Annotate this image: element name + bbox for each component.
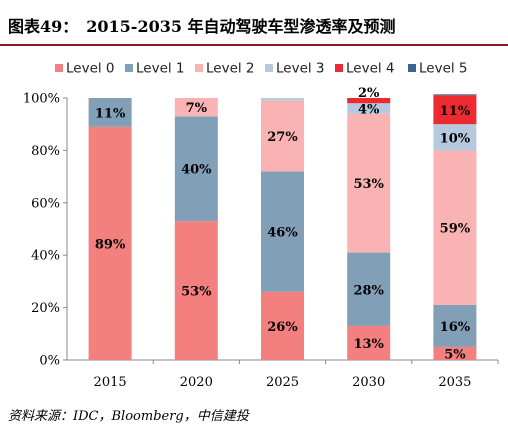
data-label-2025-level-1: 46% (267, 226, 298, 241)
y-tick-label: 40% (31, 249, 60, 264)
legend-item-level-1: Level 1 (125, 61, 185, 77)
bar-2030-level-1 (347, 252, 391, 326)
bar-2020-level-0 (174, 221, 218, 360)
legend-swatch (125, 64, 133, 72)
bar-2035-level-2 (433, 150, 477, 305)
chart-legend: Level 0 Level 1 Level 2 Level 3 Level 4 Level… (55, 61, 468, 77)
legend-swatch (408, 64, 416, 72)
bar-2035-level-4 (433, 95, 477, 125)
stacked-bar-chart: Level 0 Level 1 Level 2 Level 3 Level 4 Level… (23, 61, 499, 390)
data-label-2030-level-4: 2% (358, 86, 380, 101)
data-label-2035-level-2: 59% (440, 222, 471, 237)
bar-2015-level-0 (88, 126, 132, 360)
bar-2035-level-1 (433, 304, 477, 347)
y-tick-label: 20% (31, 301, 60, 316)
data-label-2035-level-4: 11% (440, 104, 471, 119)
legend-swatch (55, 64, 63, 72)
data-label-2015-level-0: 89% (95, 237, 126, 252)
bar-2035-level-0 (433, 346, 477, 360)
x-tick-label: 2030 (352, 375, 385, 390)
legend-label: Level 4 (346, 61, 395, 77)
chart-title: 图表49： 2015-2035 年自动驾驶车型渗透率及预测 (8, 17, 396, 36)
bar-2035-level-3 (433, 124, 477, 151)
data-label-2030-level-3: 4% (358, 102, 380, 117)
title-bar: 图表49： 2015-2035 年自动驾驶车型渗透率及预测 (0, 0, 508, 44)
y-tick-label: 0% (39, 354, 60, 369)
bar-2030-level-4 (347, 98, 391, 104)
x-tick-label: 2015 (94, 375, 127, 390)
bar-2030-level-3 (347, 103, 391, 114)
data-label-2030-level-0: 13% (353, 337, 384, 352)
data-label-2015-level-1: 11% (95, 106, 126, 121)
data-label-2020-level-2: 7% (186, 101, 208, 116)
legend-swatch (335, 64, 343, 72)
legend-item-level-0: Level 0 (55, 61, 115, 77)
bar-2030-level-2 (347, 113, 391, 253)
x-tick-label: 2020 (180, 375, 213, 390)
chart-axes: 0% 20% 40% 60% 80% 100% 2015 2020 2025 2030 2035 (23, 92, 499, 390)
chart-bars (88, 94, 477, 360)
bar-2015-level-1 (88, 98, 132, 127)
data-label-2035-level-0: 5% (444, 347, 466, 362)
data-label-2035-level-3: 10% (440, 131, 471, 146)
legend-item-level-5: Level 5 (408, 61, 468, 77)
legend-swatch (265, 64, 273, 72)
data-label-2035-level-1: 16% (440, 320, 471, 335)
chart-data-labels: 89% 11% 53% 40% 7% 26% 46% 27% 13% 28% 53% 4%2% 5% 16… (95, 86, 471, 362)
legend-label: Level 2 (206, 61, 255, 77)
legend-item-level-4: Level 4 (335, 61, 395, 77)
title-rule (0, 44, 508, 46)
legend-label: Level 5 (419, 61, 468, 77)
y-tick-label: 80% (31, 144, 60, 159)
legend-label: Level 1 (136, 61, 185, 77)
x-tick-label: 2035 (438, 375, 471, 390)
bar-2035-level-5 (433, 94, 477, 96)
y-tick-label: 100% (23, 92, 60, 107)
legend-item-level-2: Level 2 (195, 61, 255, 77)
data-label-2030-level-1: 28% (353, 283, 384, 298)
bar-2020-level-2 (174, 98, 218, 117)
bar-2020-level-1 (174, 116, 218, 222)
legend-label: Level 3 (276, 61, 325, 77)
source-note: 资料来源：IDC，Bloomberg，中信建投 (8, 409, 249, 424)
x-tick-label: 2025 (266, 375, 299, 390)
bar-2025-level-3 (261, 98, 304, 101)
bar-2025-level-1 (261, 171, 304, 292)
legend-label: Level 0 (66, 61, 115, 77)
data-label-2020-level-0: 53% (181, 285, 212, 300)
bar-2030-level-0 (347, 325, 391, 360)
data-label-2030-level-2: 53% (353, 177, 384, 192)
data-label-2020-level-1: 40% (181, 163, 212, 178)
data-label-2025-level-0: 26% (267, 320, 298, 335)
legend-swatch (195, 64, 203, 72)
y-tick-label: 60% (31, 196, 60, 211)
legend-item-level-3: Level 3 (265, 61, 325, 77)
bar-2025-level-2 (261, 100, 304, 172)
data-label-2025-level-2: 27% (267, 130, 298, 145)
bar-2025-level-0 (261, 291, 304, 360)
